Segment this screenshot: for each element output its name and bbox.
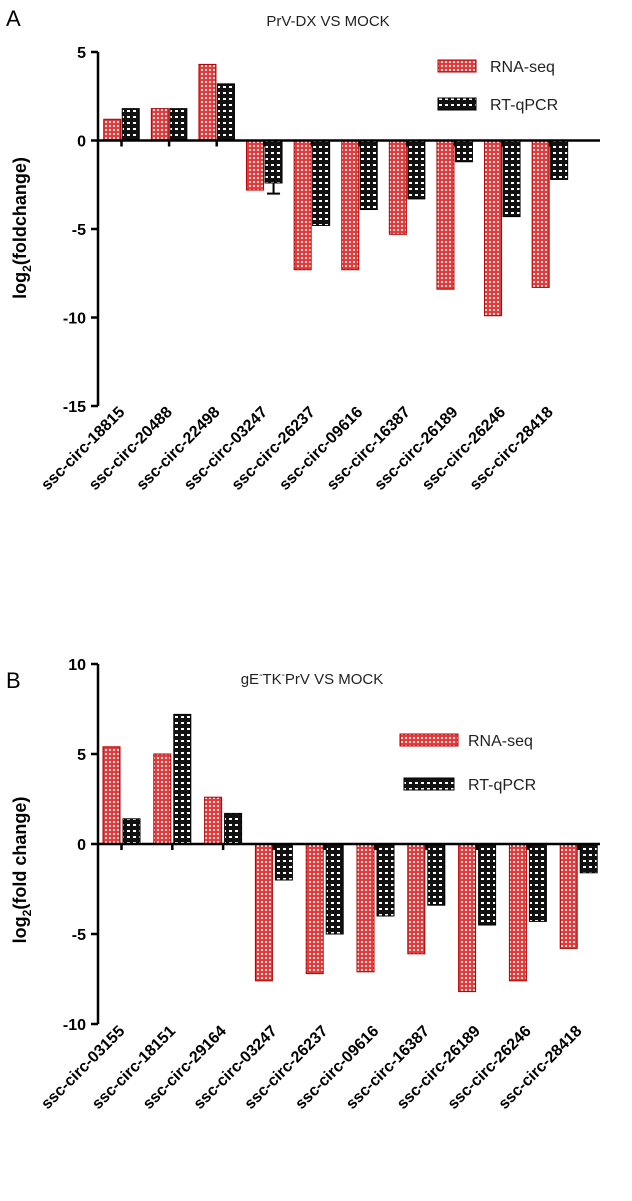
chart-panel-b: B gE-TK-PrV VS MOCK log2(fold change) 10… bbox=[6, 657, 600, 1113]
bar-rna-seq-ssc-circ-03247 bbox=[254, 843, 273, 982]
bar-rt-qpcr-ssc-circ-16387 bbox=[407, 140, 426, 200]
bar-rt-qpcr-ssc-circ-29164 bbox=[224, 812, 243, 845]
legend-swatch-rt-qpcr-a bbox=[437, 97, 477, 111]
bar-rt-qpcr-ssc-circ-03155 bbox=[122, 818, 141, 845]
y-tick-label: -5 bbox=[72, 222, 86, 239]
bar-rt-qpcr-ssc-circ-26189 bbox=[454, 140, 473, 163]
bar-rt-qpcr-ssc-circ-16387 bbox=[427, 843, 446, 906]
chart-title-b: gE-TK-PrV VS MOCK bbox=[241, 670, 384, 688]
bar-rt-qpcr-ssc-circ-26189 bbox=[478, 843, 497, 926]
bar-rna-seq-ssc-circ-16387 bbox=[388, 140, 407, 235]
x-tick-label-ssc-circ-28418: ssc-circ-28418 bbox=[467, 404, 557, 494]
y-tick-label: -5 bbox=[72, 927, 86, 944]
y-tick-label: 10 bbox=[68, 657, 86, 674]
bar-rna-seq-ssc-circ-26237 bbox=[305, 843, 324, 975]
y-tick-label: 0 bbox=[77, 134, 86, 151]
x-tick-label-ssc-circ-20488: ssc-circ-20488 bbox=[86, 404, 176, 494]
y-tick-label: 5 bbox=[77, 45, 86, 62]
legend-b: RNA-seq RT-qPCR bbox=[399, 733, 536, 794]
panel-letter-b: B bbox=[6, 668, 21, 693]
bar-rna-seq-ssc-circ-28418 bbox=[559, 843, 578, 949]
x-tick-label-ssc-circ-03155: ssc-circ-03155 bbox=[38, 1023, 128, 1113]
x-tick-label-ssc-circ-26237: ssc-circ-26237 bbox=[229, 404, 319, 494]
bar-rna-seq-ssc-circ-28418 bbox=[531, 140, 550, 288]
bar-rt-qpcr-ssc-circ-22498 bbox=[216, 83, 235, 141]
legend-a: RNA-seq RT-qPCR bbox=[437, 59, 558, 114]
x-tick-label-ssc-circ-22498: ssc-circ-22498 bbox=[134, 404, 224, 494]
bar-rt-qpcr-ssc-circ-03247 bbox=[274, 843, 293, 881]
bar-rt-qpcr-ssc-circ-26246 bbox=[528, 843, 547, 922]
bar-rna-seq-ssc-circ-20488 bbox=[150, 108, 169, 141]
x-tick-label-ssc-circ-03247: ssc-circ-03247 bbox=[181, 404, 271, 494]
x-tick-label-ssc-circ-26246: ssc-circ-26246 bbox=[419, 404, 509, 494]
legend-label-rna-seq-b: RNA-seq bbox=[468, 733, 533, 750]
chart-title-a: PrV-DX VS MOCK bbox=[266, 13, 389, 30]
bar-rt-qpcr-ssc-circ-20488 bbox=[169, 108, 188, 141]
bar-rt-qpcr-ssc-circ-09616 bbox=[359, 140, 378, 211]
bar-rt-qpcr-ssc-circ-26246 bbox=[502, 140, 521, 218]
bar-rt-qpcr-ssc-circ-28418 bbox=[550, 140, 569, 180]
legend-label-rna-seq-a: RNA-seq bbox=[490, 59, 555, 76]
bar-rna-seq-ssc-circ-16387 bbox=[407, 843, 426, 955]
bar-rna-seq-ssc-circ-18151 bbox=[153, 753, 172, 845]
bar-rna-seq-ssc-circ-26246 bbox=[484, 140, 503, 317]
bar-rna-seq-ssc-circ-18815 bbox=[103, 118, 122, 142]
y-axis-label-b: log2(fold change) bbox=[10, 797, 34, 944]
bar-rna-seq-ssc-circ-29164 bbox=[204, 796, 223, 845]
legend-swatch-rna-seq-b bbox=[399, 733, 459, 747]
bar-rt-qpcr-ssc-circ-18151 bbox=[173, 713, 192, 845]
bar-rt-qpcr-ssc-circ-28418 bbox=[579, 843, 598, 874]
bar-rt-qpcr-ssc-circ-09616 bbox=[376, 843, 395, 917]
bar-rt-qpcr-ssc-circ-26237 bbox=[312, 140, 331, 226]
legend-swatch-rt-qpcr-b bbox=[403, 777, 455, 791]
bar-rna-seq-ssc-circ-26189 bbox=[458, 843, 477, 993]
x-tick-label-ssc-circ-16387: ssc-circ-16387 bbox=[324, 404, 414, 494]
bar-rna-seq-ssc-circ-26246 bbox=[508, 843, 527, 982]
x-tick-label-ssc-circ-26189: ssc-circ-26189 bbox=[372, 404, 462, 494]
y-axis-label-a: log2(foldchange) bbox=[10, 157, 34, 299]
chart-panel-a: A PrV-DX VS MOCK log2(foldchange) 5 0 -5 -1… bbox=[6, 6, 600, 494]
bar-rna-seq-ssc-circ-09616 bbox=[341, 140, 360, 271]
panel-letter-a: A bbox=[6, 6, 21, 31]
legend-swatch-rna-seq-a bbox=[437, 59, 477, 73]
y-tick-label: -15 bbox=[63, 399, 86, 416]
legend-label-rt-qpcr-a: RT-qPCR bbox=[490, 97, 558, 114]
y-tick-label: 5 bbox=[77, 747, 86, 764]
bar-rna-seq-ssc-circ-22498 bbox=[198, 63, 217, 141]
bar-rna-seq-ssc-circ-03155 bbox=[102, 746, 121, 845]
x-tick-label-ssc-circ-18815: ssc-circ-18815 bbox=[38, 404, 128, 494]
bar-rt-qpcr-ssc-circ-18815 bbox=[121, 108, 140, 141]
legend-label-rt-qpcr-b: RT-qPCR bbox=[468, 777, 536, 794]
bar-rna-seq-ssc-circ-26189 bbox=[436, 140, 455, 290]
y-tick-label: 0 bbox=[77, 837, 86, 854]
bar-rna-seq-ssc-circ-26237 bbox=[293, 140, 312, 271]
bar-rna-seq-ssc-circ-09616 bbox=[356, 843, 375, 973]
x-tick-label-ssc-circ-09616: ssc-circ-09616 bbox=[276, 404, 366, 494]
bar-rna-seq-ssc-circ-03247 bbox=[246, 140, 265, 191]
y-tick-label: -10 bbox=[63, 1017, 86, 1034]
bar-rt-qpcr-ssc-circ-03247 bbox=[264, 140, 283, 184]
bar-rt-qpcr-ssc-circ-26237 bbox=[325, 843, 344, 935]
y-tick-label: -10 bbox=[63, 311, 86, 328]
